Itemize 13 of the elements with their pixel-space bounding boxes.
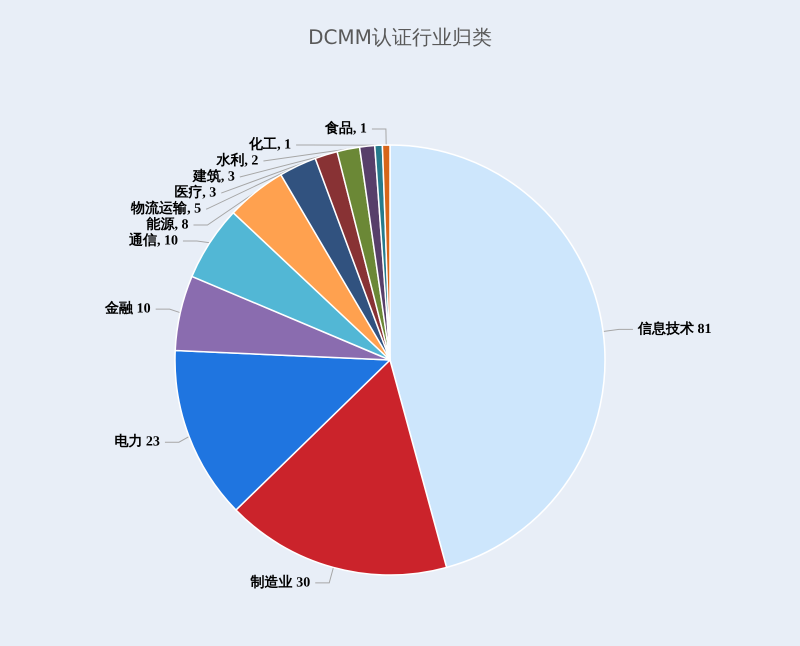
slice-label: 建筑, 3: [192, 168, 235, 185]
slice-label: 物流运输, 5: [130, 200, 202, 217]
slice-label: 信息技术 81: [636, 320, 712, 337]
slice-label: 能源, 8: [146, 216, 188, 233]
chart-title: DCMM认证行业归类: [308, 25, 492, 49]
slice-label: 电力 23: [114, 434, 160, 450]
slice-label: 食品, 1: [324, 120, 367, 137]
slice-label: 水利, 2: [215, 152, 258, 169]
slice-label: 金融 10: [104, 300, 151, 317]
slice-label: 通信, 10: [128, 232, 178, 249]
slice-label: 制造业 30: [250, 574, 310, 590]
slice-label: 医疗, 3: [174, 184, 216, 201]
slice-label: 化工, 1: [248, 136, 292, 153]
